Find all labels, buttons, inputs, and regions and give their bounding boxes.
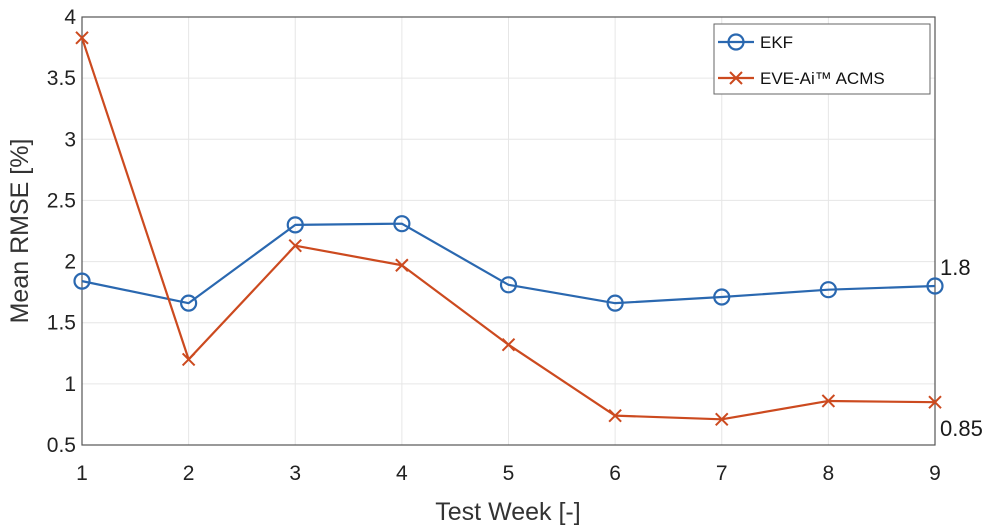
y-axis-label: Mean RMSE [%] — [6, 139, 34, 324]
x-tick-label: 7 — [716, 462, 728, 485]
y-axis-ticks: 0.5 1 1.5 2 2.5 3 3.5 4 — [47, 6, 77, 457]
ekf-data-point — [73, 272, 91, 290]
acms-end-annotation: 0.85 — [940, 416, 983, 441]
plot-area-frame — [81, 16, 936, 446]
ekf-data-point — [713, 288, 731, 306]
y-tick-label: 1.5 — [47, 312, 76, 335]
acms-data-point — [288, 238, 302, 253]
ekf-data-point — [180, 294, 198, 312]
acms-data-point — [608, 408, 622, 423]
ekf-data-point — [499, 276, 518, 294]
series-group — [73, 31, 944, 427]
x-tick-label: 9 — [929, 462, 941, 485]
y-tick-label: 4 — [64, 6, 76, 29]
y-tick-label: 2.5 — [47, 189, 76, 212]
x-tick-label: 8 — [823, 462, 835, 485]
y-tick-label: 0.5 — [47, 434, 76, 457]
acms-data-point — [821, 394, 836, 408]
ekf-data-point — [819, 281, 837, 299]
y-tick-label: 1 — [64, 373, 76, 396]
y-tick-label: 2 — [64, 251, 76, 274]
legend-acms-marker — [729, 71, 743, 85]
ekf-end-annotation: 1.8 — [940, 255, 971, 280]
ekf-data-point — [286, 216, 304, 234]
x-axis-label: Test Week [-] — [435, 498, 580, 526]
y-tick-label: 3.5 — [47, 67, 76, 90]
legend-ekf-label: EKF — [760, 33, 793, 52]
x-tick-label: 1 — [76, 462, 88, 485]
ekf-data-point — [393, 215, 411, 233]
x-tick-label: 6 — [609, 462, 621, 485]
x-tick-label: 5 — [503, 462, 515, 485]
x-tick-label: 3 — [289, 462, 301, 485]
acms-data-point — [181, 352, 196, 367]
x-tick-label: 2 — [183, 462, 195, 485]
acms-data-point — [395, 258, 409, 272]
legend-ekf-marker — [727, 33, 745, 51]
x-tick-label: 4 — [396, 462, 408, 485]
y-tick-label: 3 — [64, 128, 76, 151]
acms-data-point — [715, 412, 729, 427]
legend: EKF EVE-Ai™ ACMS — [713, 23, 931, 95]
legend-box — [713, 23, 931, 95]
ekf-data-point — [606, 294, 624, 312]
acms-data-point — [928, 395, 942, 409]
legend-acms-label: EVE-Ai™ ACMS — [760, 69, 885, 88]
series-line-0 — [81, 222, 936, 305]
x-axis-ticks: 1 2 3 4 5 6 7 8 9 — [76, 462, 941, 485]
ekf-data-point — [926, 277, 944, 295]
acms-data-point — [501, 338, 516, 352]
acms-data-point — [75, 31, 89, 45]
